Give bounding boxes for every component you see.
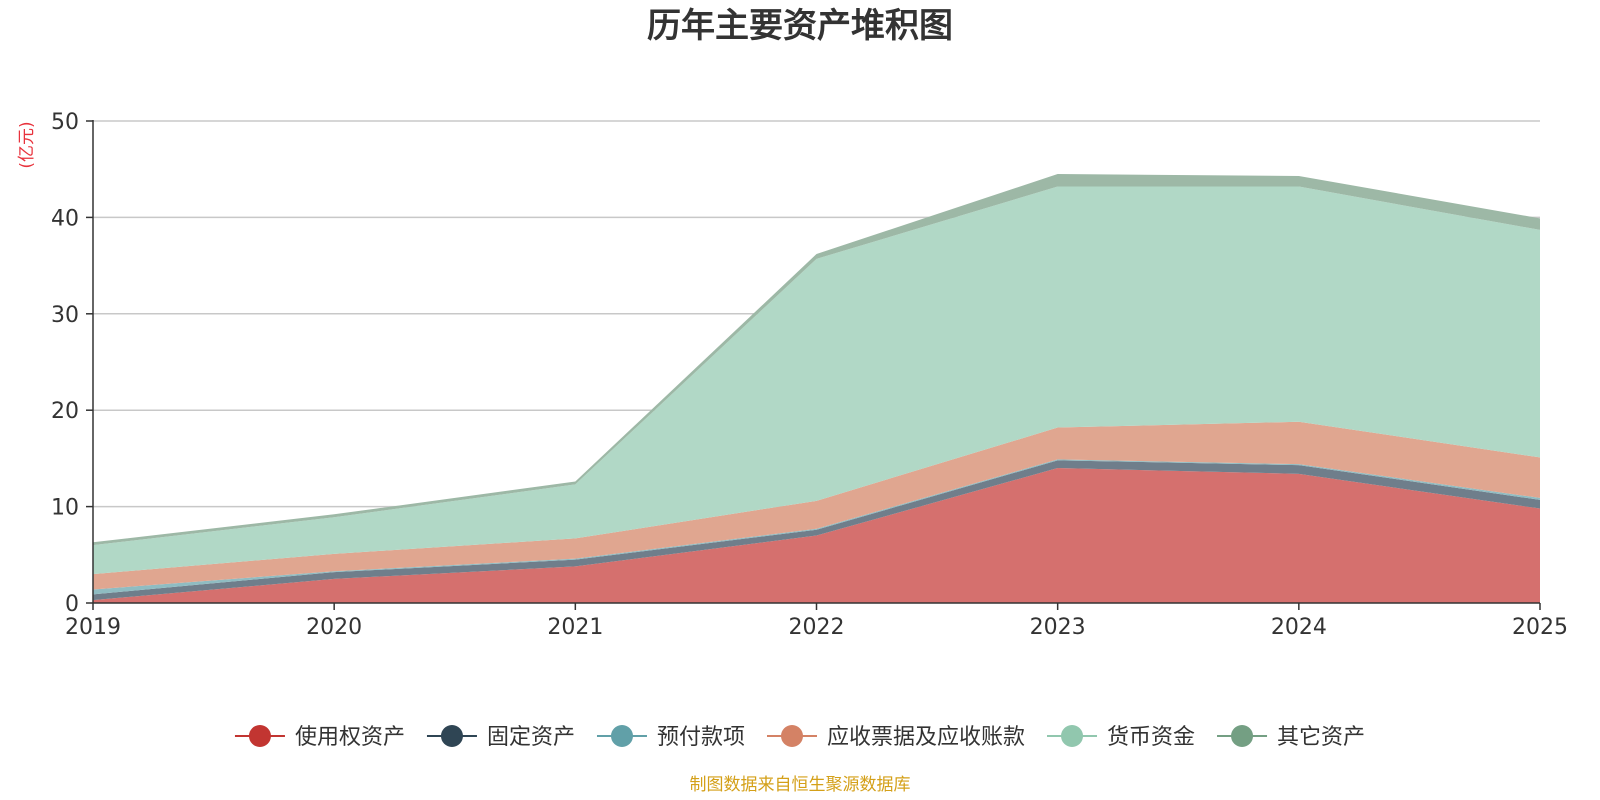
axes: 0 10 20 30 40 50 2019 2020 2021 2022 2023 2024 2025: [51, 110, 1568, 640]
legend-marker: [1061, 725, 1084, 747]
x-tick-label: 2020: [306, 615, 362, 640]
y-tick-label: 0: [65, 592, 79, 617]
legend-marker: [610, 725, 633, 747]
legend-label: 使用权资产: [295, 725, 405, 750]
legend[interactable]: 使用权资产 固定资产 预付款项 应收票据及应收账款 货币资金 其它资产: [234, 725, 1365, 750]
legend-label: 货币资金: [1107, 725, 1195, 750]
area-固定资产: [93, 460, 1540, 601]
y-tick-label: 50: [51, 110, 79, 135]
legend-marker: [248, 725, 271, 747]
y-tick-label: 40: [51, 206, 79, 231]
legend-marker: [781, 725, 803, 747]
legend-label: 应收票据及应收账款: [827, 725, 1025, 750]
area-应收票据及应收账款: [93, 421, 1540, 590]
legend-item[interactable]: 固定资产: [426, 725, 575, 750]
area-预付款项: [93, 459, 1540, 595]
x-tick-label: 2025: [1512, 615, 1568, 640]
legend-marker: [440, 725, 463, 747]
series-areas: [93, 174, 1540, 603]
x-tick-label: 2024: [1271, 615, 1327, 640]
y-axis-label: (亿元): [17, 121, 37, 168]
x-tick-label: 2019: [65, 615, 121, 640]
legend-item[interactable]: 使用权资产: [234, 725, 405, 750]
legend-item[interactable]: 货币资金: [1047, 725, 1195, 750]
legend-label: 预付款项: [657, 725, 745, 750]
y-tick-label: 10: [51, 496, 79, 521]
area-货币资金: [93, 186, 1540, 575]
legend-label: 固定资产: [487, 725, 575, 750]
legend-marker: [1231, 725, 1254, 747]
legend-item[interactable]: 应收票据及应收账款: [767, 725, 1025, 750]
legend-label: 其它资产: [1277, 725, 1365, 750]
y-tick-label: 30: [51, 303, 79, 328]
y-tick-label: 20: [51, 399, 79, 424]
chart-title: 历年主要资产堆积图: [647, 6, 953, 46]
x-tick-label: 2023: [1030, 615, 1086, 640]
x-tick-label: 2021: [547, 615, 603, 640]
legend-item[interactable]: 预付款项: [596, 725, 745, 750]
x-tick-label: 2022: [789, 615, 845, 640]
source-note: 制图数据来自恒生聚源数据库: [690, 775, 911, 795]
legend-item[interactable]: 其它资产: [1217, 725, 1365, 750]
